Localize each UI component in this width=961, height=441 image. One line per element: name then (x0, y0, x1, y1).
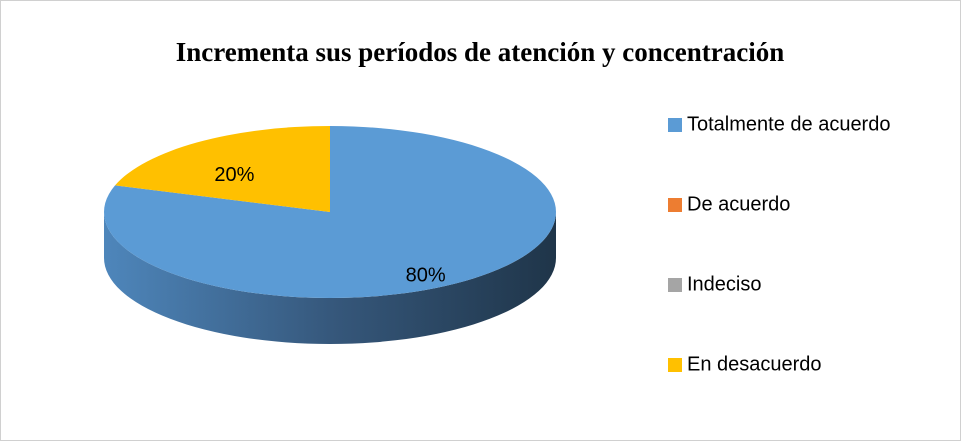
legend-swatch (668, 198, 682, 212)
data-label: 20% (214, 164, 254, 186)
chart-title: Incrementa sus períodos de atención y co… (176, 37, 784, 67)
legend-label: Totalmente de acuerdo (687, 113, 890, 135)
legend-swatch (668, 118, 682, 132)
pie-slice (115, 126, 331, 212)
legend-swatch (668, 358, 682, 372)
data-label: 80% (406, 264, 446, 286)
legend-label: De acuerdo (687, 193, 790, 215)
legend-label: En desacuerdo (687, 353, 822, 375)
pie-side (104, 212, 556, 344)
legend-label: Indeciso (687, 273, 762, 295)
legend-swatch (668, 278, 682, 292)
